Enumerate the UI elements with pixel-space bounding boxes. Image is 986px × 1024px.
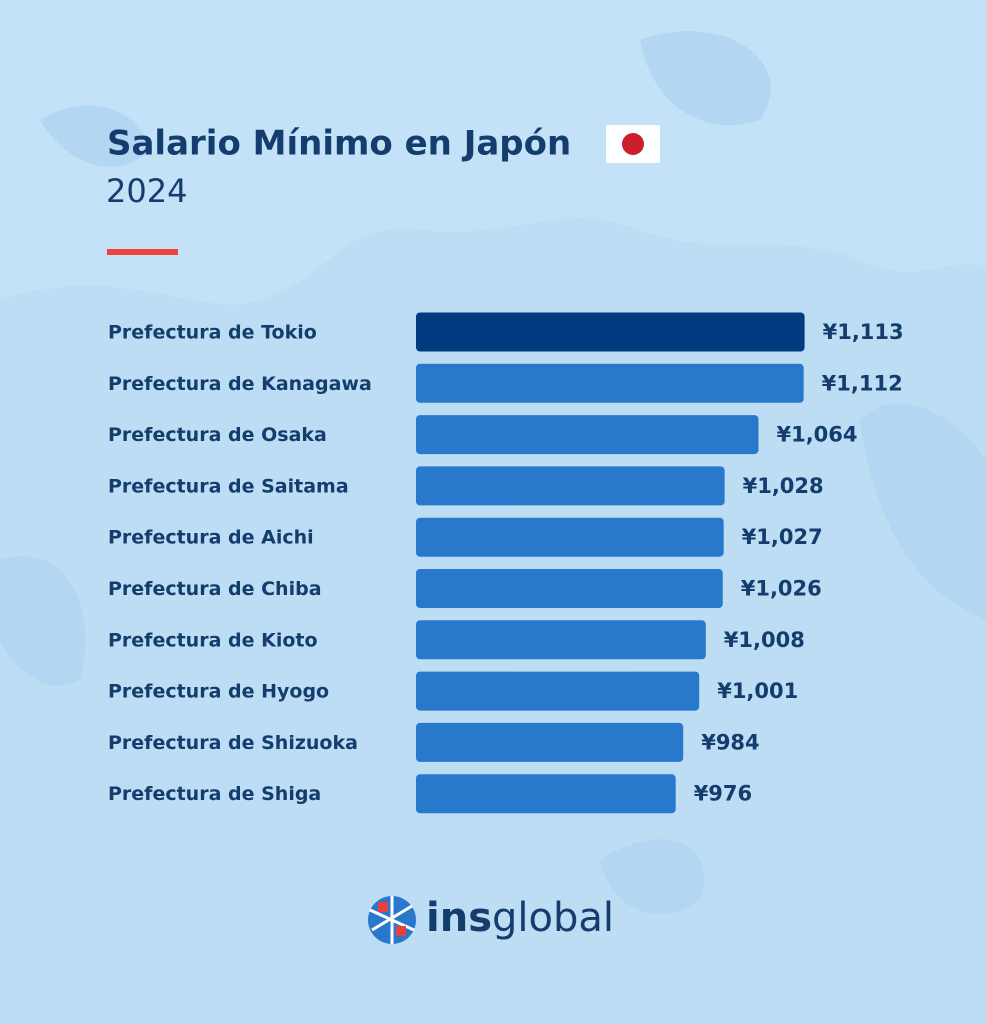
logo-text: insglobal — [426, 895, 614, 941]
category-label: Prefectura de Kanagawa — [108, 373, 372, 395]
bars: Prefectura de Tokio ¥1,113 Prefectura de K… — [108, 312, 904, 814]
value-label: ¥976 — [694, 782, 752, 806]
chart-subtitle: 2024 — [106, 172, 187, 210]
category-label: Prefectura de Aichi — [108, 527, 314, 549]
chart-title: Salario Mínimo en Japón — [107, 124, 571, 164]
bar — [416, 774, 676, 814]
value-label: ¥1,028 — [743, 474, 824, 498]
logo-light: global — [492, 895, 614, 941]
bar — [416, 620, 706, 660]
bar — [416, 569, 723, 608]
accent-line — [107, 249, 178, 255]
bar — [416, 517, 724, 557]
logo: insglobal — [368, 895, 614, 944]
value-label: ¥1,113 — [823, 320, 904, 344]
bar — [416, 722, 684, 762]
value-label: ¥1,064 — [776, 423, 857, 447]
category-label: Prefectura de Kioto — [108, 629, 318, 651]
bar — [416, 415, 759, 455]
category-label: Prefectura de Hyogo — [108, 681, 329, 703]
category-label: Prefectura de Osaka — [108, 424, 327, 446]
category-label: Prefectura de Tokio — [108, 322, 317, 344]
value-label: ¥1,112 — [822, 371, 903, 395]
value-label: ¥1,027 — [742, 525, 823, 549]
bar — [416, 363, 804, 403]
category-label: Prefectura de Chiba — [108, 578, 322, 600]
value-label: ¥1,001 — [717, 679, 798, 703]
value-label: ¥1,026 — [741, 577, 822, 601]
category-label: Prefectura de Shiga — [108, 783, 321, 805]
logo-bold: ins — [426, 895, 492, 941]
value-label: ¥984 — [701, 730, 759, 754]
bar — [416, 312, 805, 352]
bar — [416, 466, 725, 506]
bar — [416, 671, 700, 711]
category-label: Prefectura de Shizuoka — [108, 732, 358, 754]
category-label: Prefectura de Saitama — [108, 475, 349, 497]
value-label: ¥1,008 — [724, 628, 805, 652]
flag — [606, 125, 660, 163]
